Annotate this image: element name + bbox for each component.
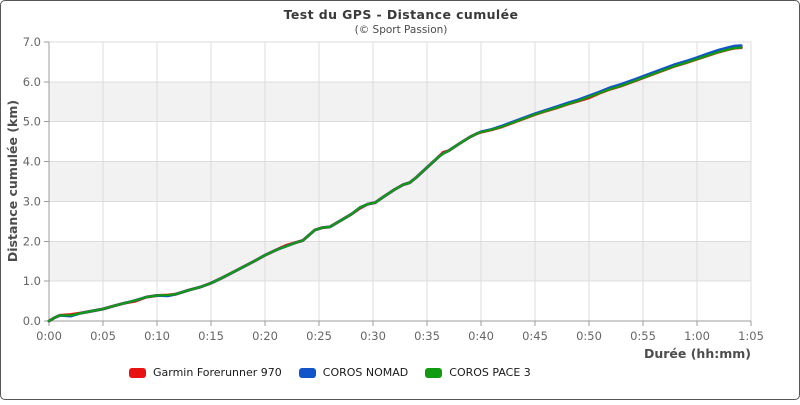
y-axis-title: Distance cumulée (km) <box>5 100 20 262</box>
x-tick-label: 0:55 <box>630 329 656 343</box>
background-band <box>49 241 751 282</box>
x-tick-label: 0:40 <box>468 329 494 343</box>
y-tick-label: 4.0 <box>23 155 41 169</box>
x-tick-label: 0:35 <box>414 329 440 343</box>
chart-title: Test du GPS - Distance cumulée <box>284 7 519 22</box>
x-tick-label: 0:15 <box>198 329 224 343</box>
legend-swatch-coros-pace-3 <box>425 367 443 378</box>
legend-item-coros-pace-3[interactable]: COROS PACE 3 <box>425 366 531 379</box>
y-tick-label: 1.0 <box>23 274 41 288</box>
y-tick-label: 2.0 <box>23 234 41 248</box>
background-band <box>49 81 751 122</box>
plot-area: 0:00 0:05 0:10 0:15 0:20 0:25 0:30 0:35 0:40 0:45… <box>23 35 764 343</box>
legend-item-garmin-forerunner-970[interactable]: Garmin Forerunner 970 <box>129 366 282 379</box>
x-tick-label: 0:30 <box>360 329 386 343</box>
x-tick-label: 0:10 <box>144 329 170 343</box>
x-tick-label: 0:05 <box>90 329 116 343</box>
x-tick-label: 0:20 <box>252 329 278 343</box>
legend-label-coros-pace-3: COROS PACE 3 <box>449 366 531 379</box>
x-tick-label: 1:05 <box>738 329 764 343</box>
y-tick-label: 3.0 <box>23 194 41 208</box>
x-axis-title: Durée (hh:mm) <box>644 346 751 361</box>
chart-subtitle: (© Sport Passion) <box>355 24 448 36</box>
y-tick-label: 0.0 <box>23 314 41 328</box>
legend: Garmin Forerunner 970 COROS NOMAD COROS … <box>129 366 531 379</box>
legend-swatch-coros-nomad <box>298 367 316 378</box>
x-tick-label: 0:00 <box>36 329 62 343</box>
x-tick-label: 0:50 <box>576 329 602 343</box>
y-tick-label: 7.0 <box>23 35 41 49</box>
y-tick-label: 6.0 <box>23 75 41 89</box>
x-tick-label: 0:45 <box>522 329 548 343</box>
x-tick-label: 1:00 <box>684 329 710 343</box>
y-tick-label: 5.0 <box>23 115 41 129</box>
x-tick-label: 0:25 <box>306 329 332 343</box>
legend-swatch-garmin-forerunner-970 <box>129 367 146 378</box>
legend-label-coros-nomad: COROS NOMAD <box>322 366 409 379</box>
legend-label-garmin-forerunner-970: Garmin Forerunner 970 <box>153 366 282 379</box>
legend-item-coros-nomad[interactable]: COROS NOMAD <box>298 366 409 379</box>
series-line-coros-pace-3 <box>47 46 743 323</box>
background-band <box>49 161 751 202</box>
